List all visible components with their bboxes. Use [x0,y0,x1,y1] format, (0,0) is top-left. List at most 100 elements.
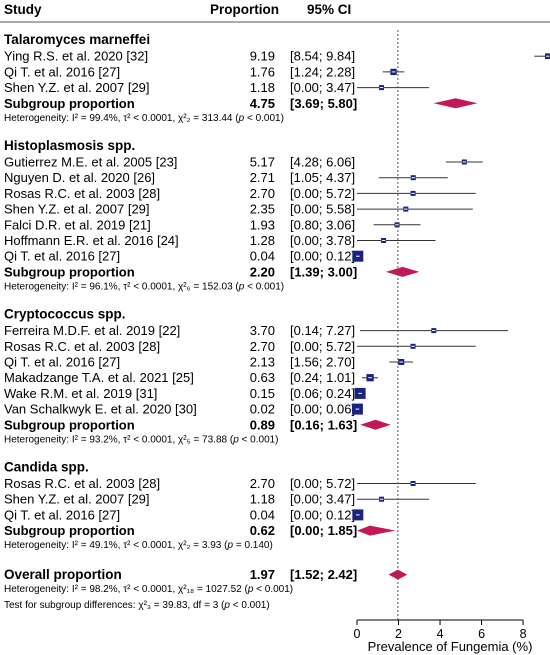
header-proportion: Proportion [210,2,279,17]
heterogeneity-text-post: < 0.001) [244,281,284,292]
study-label: Hoffmann E.R. et al. 2016 [24] [4,233,179,248]
study-label: Qi T. et al. 2016 [27] [4,249,120,264]
subgroup-ci: [0.00; 1.85] [290,523,357,538]
subgroup-label: Subgroup proportion [4,96,135,111]
study-proportion: 2.70 [250,339,275,354]
heterogeneity-text-pre: Heterogeneity: I² = 49.1%, τ² < 0.0001, … [4,540,228,551]
study-proportion: 5.17 [250,155,275,170]
x-tick-label: 8 [520,627,527,641]
heterogeneity-text-p: p [238,113,245,124]
study-ci: [0.06; 0.24] [290,386,355,401]
subgroup-proportion: 0.62 [250,523,275,538]
study-label: Qi T. et al. 2016 [27] [4,355,120,370]
study-label: Qi T. et al. 2016 [27] [4,64,120,79]
study-proportion: 1.18 [250,80,275,95]
subgroup-label: Subgroup proportion [4,417,135,432]
subgroup-proportion: 0.89 [250,417,275,432]
group-title: Histoplasmosis spp. [4,138,135,153]
subgroup-test-text-p: p [223,600,230,611]
heterogeneity-text: Heterogeneity: I² = 96.1%, τ² < 0.0001, … [4,281,284,292]
overall-ci: [1.52; 2.42] [290,567,357,582]
study-ci: [0.00; 5.72] [290,186,355,201]
study-ci: [1.24; 2.28] [290,64,355,79]
study-label: Shen Y.Z. et al. 2007 [29] [4,202,150,217]
study-label: Rosas R.C. et al. 2003 [28] [4,186,160,201]
study-proportion: 0.63 [250,370,275,385]
heterogeneity-text-p: p [226,540,233,551]
overall-heterogeneity-text-p: p [247,584,254,595]
study-ci: [0.14; 7.27] [290,323,355,338]
heterogeneity-text: Heterogeneity: I² = 49.1%, τ² < 0.0001, … [4,540,273,551]
study-proportion: 1.28 [250,233,275,248]
x-tick-label: 0 [354,627,361,641]
header-ci: 95% CI [307,2,351,17]
group-title: Candida spp. [4,459,89,474]
subgroup-proportion: 2.20 [250,264,275,279]
x-axis-title: Prevalence of Fungemia (%) [368,639,533,654]
study-label: Ferreira M.D.F. et al. 2019 [22] [4,323,180,338]
group-title: Talaromyces marneffei [4,32,150,47]
heterogeneity-text-post: = 0.140) [233,540,273,551]
subgroup-ci: [3.69; 5.80] [290,96,357,111]
study-proportion: 2.35 [250,202,275,217]
study-proportion: 0.04 [250,507,275,522]
study-label: Gutierrez M.E. et al. 2005 [23] [4,155,177,170]
header-study: Study [4,2,42,17]
study-ci: [0.00; 0.12] [290,507,355,522]
overall-heterogeneity-text: Heterogeneity: I² = 98.2%, τ² < 0.0001, … [4,584,293,595]
study-proportion: 3.70 [250,323,275,338]
study-ci: [0.24; 1.01] [290,370,355,385]
study-ci: [0.00; 3.47] [290,80,355,95]
study-label: Shen Y.Z. et al. 2007 [29] [4,492,150,507]
study-proportion: 1.18 [250,492,275,507]
x-tick-label: 4 [437,627,444,641]
study-proportion: 2.70 [250,186,275,201]
study-ci: [0.00; 5.72] [290,339,355,354]
study-ci: [4.28; 6.06] [290,155,355,170]
study-proportion: 2.13 [250,355,275,370]
study-proportion: 0.15 [250,386,275,401]
study-label: Nguyen D. et al. 2020 [26] [4,170,155,185]
study-label: Wake R.M. et al. 2019 [31] [4,386,157,401]
heterogeneity-text-pre: Heterogeneity: I² = 93.2%, τ² < 0.0001, … [4,434,234,445]
heterogeneity-text: Heterogeneity: I² = 99.4%, τ² < 0.0001, … [4,113,284,124]
study-proportion: 0.02 [250,402,275,417]
subgroup-diamond [360,419,391,430]
study-proportion: 2.71 [250,170,275,185]
heterogeneity-text-pre: Heterogeneity: I² = 99.4%, τ² < 0.0001, … [4,113,239,124]
study-proportion: 1.76 [250,64,275,79]
group-title: Cryptococcus spp. [4,306,126,321]
heterogeneity-text: Heterogeneity: I² = 93.2%, τ² < 0.0001, … [4,434,279,445]
x-tick-label: 2 [395,627,402,641]
subgroup-proportion: 4.75 [250,96,275,111]
heterogeneity-text-pre: Heterogeneity: I² = 96.1%, τ² < 0.0001, … [4,281,239,292]
study-label: Shen Y.Z. et al. 2007 [29] [4,80,150,95]
study-ci: [1.56; 2.70] [290,355,355,370]
study-ci: [0.00; 3.78] [290,233,355,248]
study-label: Rosas R.C. et al. 2003 [28] [4,476,160,491]
study-label: Ying R.S. et al. 2020 [32] [4,49,148,64]
study-label: Falci D.R. et al. 2019 [21] [4,217,151,232]
study-proportion: 0.04 [250,249,275,264]
study-label: Makadzange T.A. et al. 2021 [25] [4,370,194,385]
subgroup-ci: [0.16; 1.63] [290,417,357,432]
overall-proportion: 1.97 [250,567,275,582]
subgroup-test-text-post: < 0.001) [230,600,270,611]
subgroup-test-text-pre: Test for subgroup differences: χ²₃ = 39.… [4,600,225,611]
overall-heterogeneity-text-pre: Heterogeneity: I² = 98.2%, τ² < 0.0001, … [4,584,248,595]
heterogeneity-text-p: p [232,434,239,445]
study-label: Qi T. et al. 2016 [27] [4,507,120,522]
study-ci: [1.05; 4.37] [290,170,355,185]
forest-rows: Talaromyces marneffei Ying R.S. et al. 20… [4,32,550,611]
study-proportion: 2.70 [250,476,275,491]
subgroup-diamond [433,98,478,109]
study-label: Rosas R.C. et al. 2003 [28] [4,339,160,354]
heterogeneity-text-p: p [238,281,245,292]
heterogeneity-text-post: < 0.001) [239,434,279,445]
study-label: Van Schalkwyk E. et al. 2020 [30] [4,402,197,417]
study-proportion: 1.93 [250,217,275,232]
subgroup-test-text: Test for subgroup differences: χ²₃ = 39.… [4,600,270,611]
study-ci: [0.80; 3.06] [290,217,355,232]
